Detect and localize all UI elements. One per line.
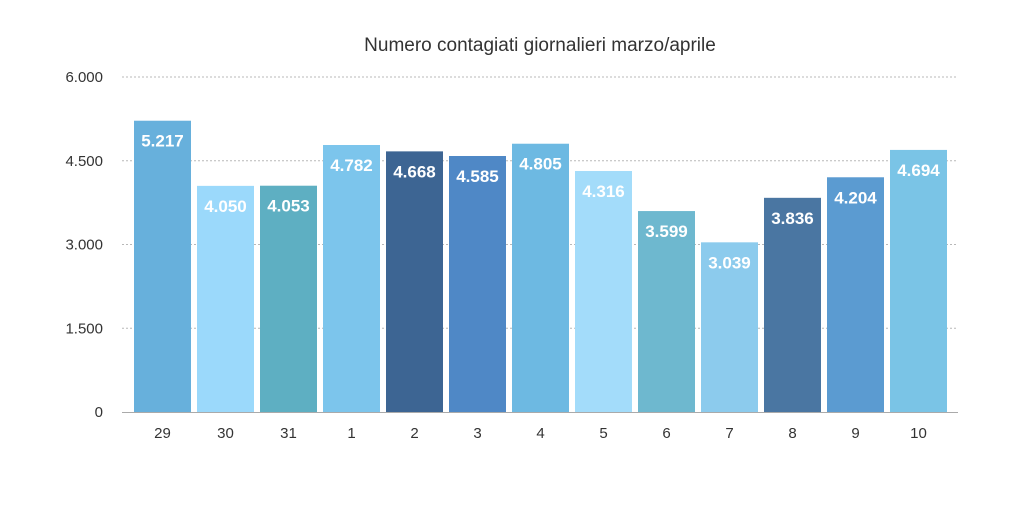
- bar: [827, 177, 884, 412]
- bar: [512, 143, 569, 413]
- x-tick-label: 31: [280, 425, 297, 442]
- x-axis-ticks: 29 30 31 1 2 3 4 5 6 7 8 9 10: [154, 425, 927, 442]
- bar-value-label: 4.050: [204, 197, 247, 216]
- bar: [764, 197, 821, 412]
- bar-value-label: 4.316: [582, 182, 625, 201]
- bar-value-label: 4.782: [330, 156, 373, 175]
- x-tick-label: 6: [662, 425, 670, 442]
- y-tick-label: 0: [95, 404, 103, 421]
- y-tick-label: 3.000: [65, 237, 103, 254]
- bar: [260, 185, 317, 412]
- bar: [449, 156, 506, 412]
- bar: [323, 145, 380, 412]
- x-tick-label: 2: [410, 425, 418, 442]
- bar: [134, 120, 191, 412]
- y-axis-ticks: 0 1.500 3.000 4.500 6.000: [65, 69, 103, 421]
- x-tick-label: 8: [788, 425, 796, 442]
- bar-value-label: 3.039: [708, 253, 751, 272]
- bar-value-label: 3.599: [645, 222, 688, 241]
- x-tick-label: 7: [725, 425, 733, 442]
- bar-value-label: 5.217: [141, 132, 184, 151]
- bar-value-label: 4.694: [897, 161, 940, 180]
- x-tick-label: 10: [910, 425, 927, 442]
- bar-value-label: 4.668: [393, 162, 436, 181]
- x-tick-label: 3: [473, 425, 481, 442]
- bar: [386, 151, 443, 412]
- y-tick-label: 4.500: [65, 153, 103, 170]
- bar-value-label: 4.585: [456, 167, 499, 186]
- bar-value-label: 4.204: [834, 188, 877, 207]
- bars: [134, 120, 947, 413]
- bar-value-label: 4.053: [267, 197, 310, 216]
- bar-value-label: 3.836: [771, 209, 814, 228]
- x-tick-label: 4: [536, 425, 544, 442]
- x-tick-label: 9: [851, 425, 859, 442]
- x-tick-label: 1: [347, 425, 355, 442]
- y-tick-label: 1.500: [65, 320, 103, 337]
- bar: [638, 211, 695, 412]
- bar: [575, 171, 632, 412]
- data-labels: 5.217 4.050 4.053 4.782 4.668 4.585 4.805 4.316…: [141, 132, 940, 273]
- x-tick-label: 30: [217, 425, 234, 442]
- bar: [890, 149, 947, 412]
- chart-title: Numero contagiati giornalieri marzo/apri…: [364, 35, 716, 56]
- x-tick-label: 5: [599, 425, 607, 442]
- x-tick-label: 29: [154, 425, 171, 442]
- y-tick-label: 6.000: [65, 69, 103, 86]
- bar: [197, 185, 254, 412]
- bar: [701, 242, 758, 412]
- bar-value-label: 4.805: [519, 155, 562, 174]
